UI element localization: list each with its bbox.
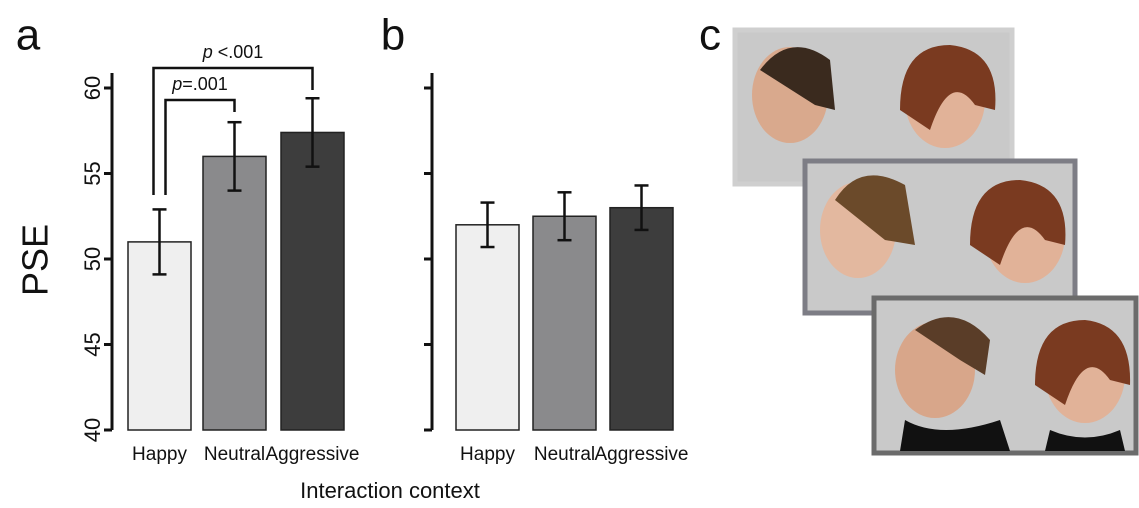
figure: c a4045505560HappyNeutralAggressivePSEIn… — [0, 0, 1139, 508]
photo-frame — [805, 161, 1075, 313]
y-axis-label: PSE — [15, 224, 56, 296]
stimulus-photos — [735, 30, 1136, 453]
x-tick-label: Neutral — [534, 444, 595, 465]
x-tick-label: Neutral — [204, 444, 265, 465]
significance-label: p <.001 — [202, 42, 264, 62]
page: {"chart_data": [ {"type": "bar", "panel"… — [0, 0, 1139, 508]
p-symbol: p — [171, 74, 182, 94]
bar — [281, 132, 344, 430]
x-tick-label: Happy — [132, 444, 187, 465]
significance-label: p=.001 — [171, 74, 228, 94]
y-tick-label: 60 — [80, 76, 105, 100]
p-value: =.001 — [182, 74, 228, 94]
y-tick-label: 50 — [80, 247, 105, 271]
x-tick-label: Happy — [460, 444, 515, 465]
panel-letter: c — [699, 11, 721, 60]
bar — [610, 208, 673, 430]
p-symbol: p — [202, 42, 213, 62]
bar — [456, 225, 519, 430]
x-tick-label: Aggressive — [266, 444, 360, 465]
y-tick-label: 45 — [80, 332, 105, 356]
x-tick-label: Aggressive — [595, 444, 689, 465]
bar — [203, 156, 266, 430]
bar — [533, 216, 596, 430]
panel-letter: a — [16, 11, 41, 60]
p-value: <.001 — [213, 42, 264, 62]
photo-frame — [874, 298, 1136, 453]
x-axis-label: Interaction context — [300, 478, 480, 503]
panel-letter: b — [381, 11, 405, 60]
y-tick-label: 55 — [80, 161, 105, 185]
y-tick-label: 40 — [80, 418, 105, 442]
